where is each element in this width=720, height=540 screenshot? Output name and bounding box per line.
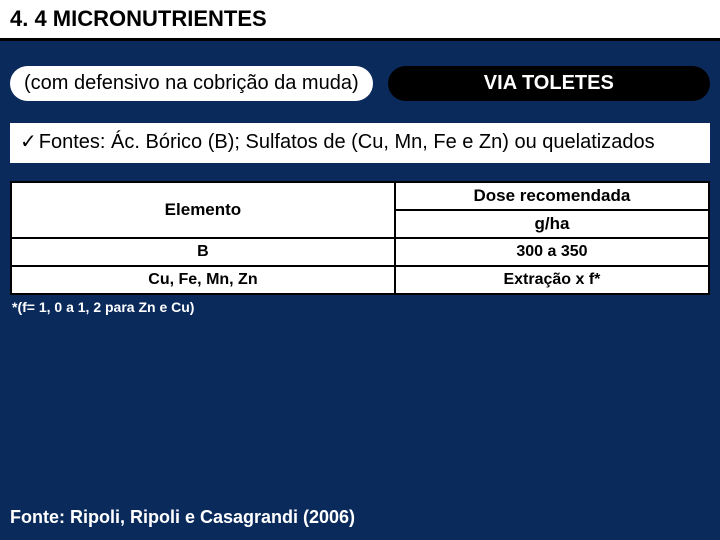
table-header-unit: g/ha xyxy=(395,210,709,238)
check-icon: ✓ xyxy=(20,129,37,155)
table-header-dose: Dose recomendada xyxy=(395,182,709,210)
subtitle-label: (com defensivo na cobrição da muda) xyxy=(10,66,373,101)
table-header-elemento: Elemento xyxy=(11,182,395,238)
fontes-rest: Ác. Bórico (B); Sulfatos de (Cu, Mn, Fe … xyxy=(105,131,654,153)
dose-table: Elemento Dose recomendada g/ha B 300 a 3… xyxy=(10,181,710,295)
page-title: 4. 4 MICRONUTRIENTES xyxy=(10,6,710,32)
fontes-prefix: Fontes: xyxy=(39,131,106,153)
source-citation: Fonte: Ripoli, Ripoli e Casagrandi (2006… xyxy=(10,507,355,528)
table-row: B 300 a 350 xyxy=(11,238,709,266)
footnote: *(f= 1, 0 a 1, 2 para Zn e Cu) xyxy=(12,299,708,315)
title-bar: 4. 4 MICRONUTRIENTES xyxy=(0,0,720,41)
subtitle-row: (com defensivo na cobrição da muda) VIA … xyxy=(10,66,710,101)
via-badge: VIA TOLETES xyxy=(388,66,710,101)
table-cell-dose: 300 a 350 xyxy=(395,238,709,266)
fontes-box: ✓Fontes: Ác. Bórico (B); Sulfatos de (Cu… xyxy=(10,123,710,163)
table-row: Cu, Fe, Mn, Zn Extração x f* xyxy=(11,266,709,294)
table-cell-elem: B xyxy=(11,238,395,266)
fontes-text: ✓Fontes: Ác. Bórico (B); Sulfatos de (Cu… xyxy=(20,129,700,155)
table-header-row: Elemento Dose recomendada xyxy=(11,182,709,210)
table-cell-elem: Cu, Fe, Mn, Zn xyxy=(11,266,395,294)
table-cell-dose: Extração x f* xyxy=(395,266,709,294)
